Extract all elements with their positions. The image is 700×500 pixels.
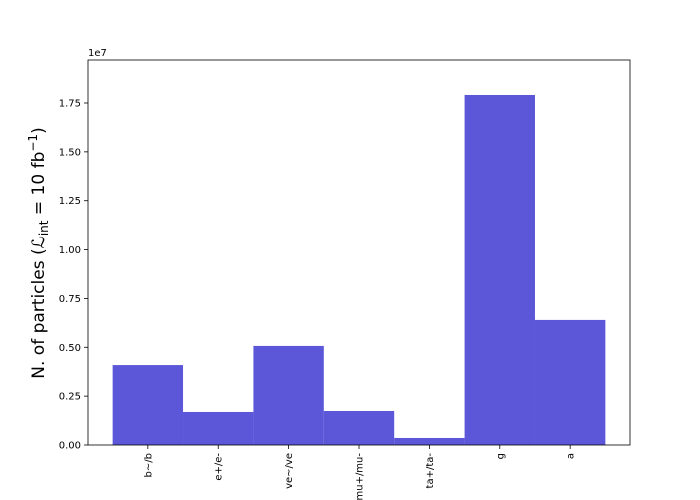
y-tick-label: 1.00	[59, 245, 81, 256]
y-label-part: N. of particles (	[29, 248, 49, 378]
y-label-part: −1	[26, 134, 40, 152]
y-label-part: )	[29, 127, 49, 134]
x-tick-label: a	[566, 453, 577, 459]
x-tick-label: e+/e-	[214, 453, 225, 481]
plot-frame	[87, 59, 631, 446]
bar	[464, 94, 535, 445]
offset-label: 1e7	[88, 48, 107, 59]
y-label-part: ℒ	[29, 236, 49, 248]
y-tick-label: 1.25	[59, 196, 81, 207]
y-tick-label: 0.00	[59, 441, 81, 452]
x-tick-label: ta+/ta-	[425, 453, 436, 489]
y-tick-label: 0.75	[59, 294, 81, 305]
y-label-part: = 10 fb	[29, 152, 49, 221]
y-tick-label: 0.25	[59, 392, 81, 403]
y-tick-label: 1.50	[59, 147, 81, 158]
y-label-part: int	[37, 220, 51, 236]
bar	[534, 319, 606, 445]
bar	[253, 345, 324, 445]
x-tick-label: mu+/mu-	[355, 453, 366, 500]
y-tick-label: 0.50	[59, 343, 81, 354]
bar	[112, 365, 184, 445]
y-axis-label: N. of particles (ℒint = 10 fb−1)	[26, 127, 51, 378]
x-tick-label: ve~/ve	[284, 453, 295, 489]
y-tick-label: 1.75	[59, 98, 81, 109]
bar	[394, 437, 465, 445]
x-tick-label: g	[495, 453, 506, 459]
bar	[323, 410, 395, 445]
x-tick-label: b~/b	[143, 453, 154, 477]
bar	[183, 411, 254, 445]
